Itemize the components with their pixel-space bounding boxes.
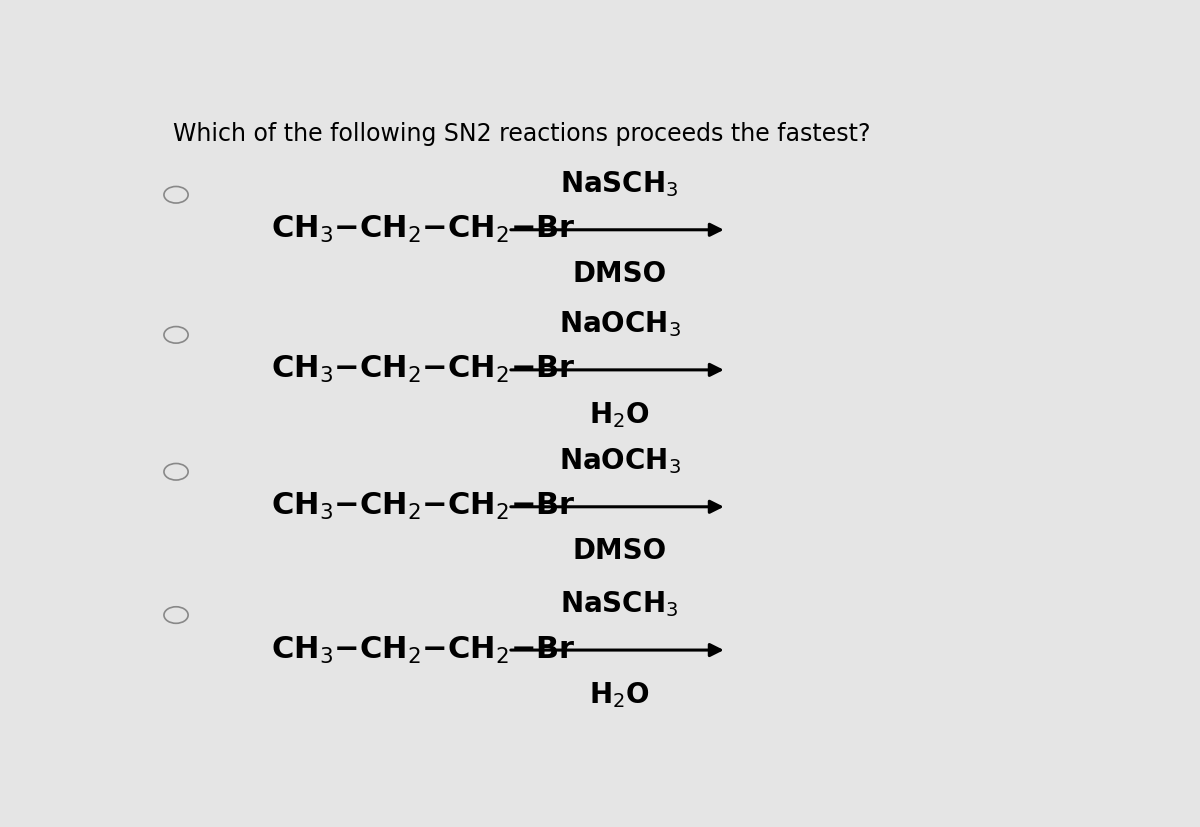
Text: NaOCH$_3$: NaOCH$_3$ (558, 447, 680, 476)
Text: CH$_3$−CH$_2$−CH$_2$−Br: CH$_3$−CH$_2$−CH$_2$−Br (271, 214, 576, 246)
Text: DMSO: DMSO (572, 261, 667, 289)
Circle shape (164, 607, 188, 624)
Text: NaOCH$_3$: NaOCH$_3$ (558, 309, 680, 339)
Text: CH$_3$−CH$_2$−CH$_2$−Br: CH$_3$−CH$_2$−CH$_2$−Br (271, 634, 576, 666)
Text: NaSCH$_3$: NaSCH$_3$ (560, 590, 679, 619)
Text: NaSCH$_3$: NaSCH$_3$ (560, 170, 679, 199)
Text: H$_2$O: H$_2$O (589, 681, 650, 710)
Circle shape (164, 327, 188, 343)
Text: CH$_3$−CH$_2$−CH$_2$−Br: CH$_3$−CH$_2$−CH$_2$−Br (271, 354, 576, 385)
Text: CH$_3$−CH$_2$−CH$_2$−Br: CH$_3$−CH$_2$−CH$_2$−Br (271, 491, 576, 523)
Circle shape (164, 463, 188, 480)
Circle shape (164, 186, 188, 203)
Text: DMSO: DMSO (572, 538, 667, 566)
Text: H$_2$O: H$_2$O (589, 400, 650, 430)
Text: Which of the following SN2 reactions proceeds the fastest?: Which of the following SN2 reactions pro… (173, 122, 871, 146)
